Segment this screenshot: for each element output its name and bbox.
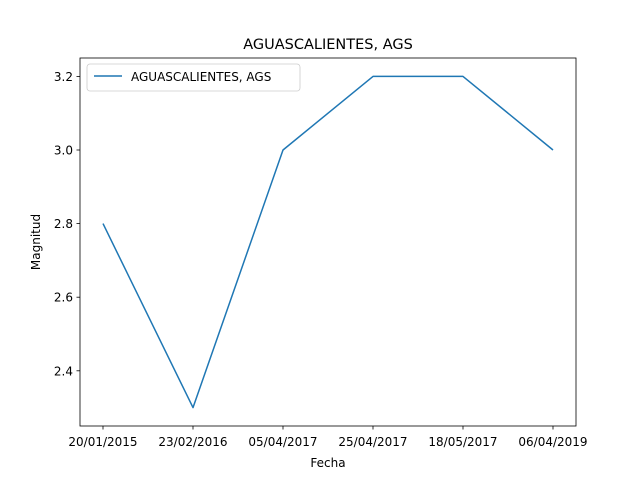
x-tick-label: 23/02/2016 — [158, 435, 227, 449]
plot-frame — [79, 57, 577, 427]
y-tick-label: 2.6 — [54, 291, 73, 305]
x-tick-label: 20/01/2015 — [68, 435, 137, 449]
chart-title: AGUASCALIENTES, AGS — [243, 37, 413, 53]
plot-area: 2.4 2.6 2.8 3.0 3.2 20/01/2015 23/02/2016 05/04… — [54, 70, 588, 449]
x-tick-label: 25/04/2017 — [338, 435, 407, 449]
x-tick-label: 18/05/2017 — [428, 435, 497, 449]
x-tick-label: 06/04/2019 — [518, 435, 587, 449]
legend: AGUASCALIENTES, AGS — [86, 63, 301, 92]
y-tick-label: 2.8 — [54, 217, 73, 231]
legend-entry-label: AGUASCALIENTES, AGS — [131, 70, 271, 84]
y-tick-label: 3.0 — [54, 144, 73, 158]
x-tick-label: 05/04/2017 — [248, 435, 317, 449]
legend-box — [86, 63, 301, 92]
series-line — [102, 75, 554, 409]
y-axis-label: Magnitud — [29, 214, 43, 270]
y-tick-label: 2.4 — [54, 364, 73, 378]
y-tick-label: 3.2 — [54, 70, 73, 84]
x-axis-label: Fecha — [310, 456, 345, 470]
